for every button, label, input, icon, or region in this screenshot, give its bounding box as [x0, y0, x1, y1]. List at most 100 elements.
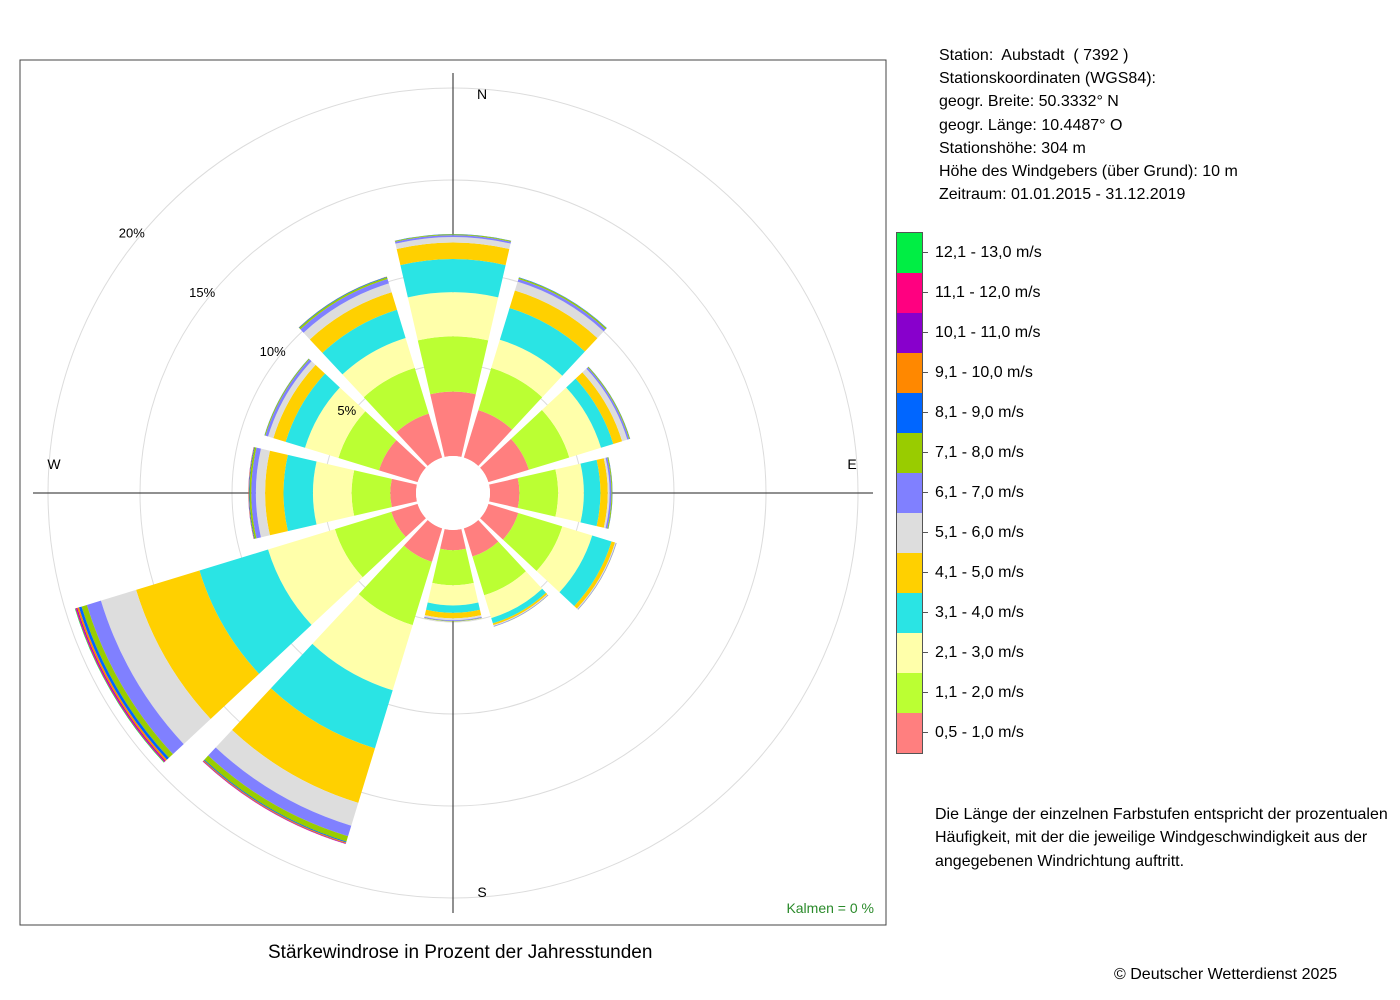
- sector-segment: [215, 729, 359, 826]
- sector-segment: [607, 457, 613, 529]
- sector-segment: [424, 615, 482, 621]
- sector-segment: [440, 529, 466, 551]
- sector-segment: [417, 336, 489, 395]
- legend-swatch: [897, 473, 922, 513]
- legend-tick: [922, 372, 928, 373]
- legend-tick: [922, 612, 928, 613]
- sector-segment: [536, 526, 593, 593]
- legend-swatch: [897, 593, 922, 633]
- sector-segment: [390, 478, 417, 508]
- copyright: © Deutscher Wetterdienst 2025: [1114, 966, 1338, 983]
- sector-segment: [248, 447, 255, 539]
- time-period: Zeitraum: 01.01.2015 - 31.12.2019: [939, 186, 1186, 204]
- radial-tick-label: 10%: [260, 344, 286, 359]
- legend-label: 2,1 - 3,0 m/s: [935, 644, 1024, 661]
- legend-label: 5,1 - 6,0 m/s: [935, 524, 1024, 541]
- direction-label-w: W: [47, 456, 61, 472]
- sector-segment: [300, 279, 389, 333]
- sector-segment: [136, 570, 260, 720]
- sector-segment: [608, 457, 613, 529]
- sector-segment: [463, 410, 513, 466]
- sector-segment: [285, 373, 340, 448]
- sector-segment: [472, 541, 526, 596]
- legend-swatch: [897, 273, 922, 313]
- legend-tick: [922, 692, 928, 693]
- sector-segment: [424, 609, 482, 619]
- sector-segment: [582, 368, 628, 442]
- legend-swatch: [897, 313, 922, 353]
- legend-swatch: [897, 353, 922, 393]
- legend-tick: [922, 332, 928, 333]
- sector-segment: [248, 447, 255, 539]
- sector-segment: [334, 511, 406, 578]
- station-latitude: geogr. Breite: 50.3332° N: [939, 93, 1119, 111]
- sector-segment: [270, 643, 393, 749]
- radial-tick-label: 5%: [337, 403, 356, 418]
- sector-segment: [541, 387, 601, 458]
- sector-segment: [305, 387, 366, 458]
- sector-segment: [363, 367, 429, 433]
- legend-swatch: [897, 553, 922, 593]
- explanation-note: Die Länge der einzelnen Farbstufen entsp…: [935, 806, 1388, 870]
- station-longitude: geogr. Länge: 10.4487° O: [939, 116, 1123, 134]
- legend-swatch: [897, 433, 922, 473]
- legend-swatch: [897, 233, 922, 273]
- sector-segment: [400, 259, 506, 298]
- sector-segment: [265, 359, 312, 437]
- sector-segment: [86, 600, 184, 755]
- sector-segment: [517, 469, 559, 517]
- sector-segment: [489, 478, 520, 508]
- legend-tick: [922, 252, 928, 253]
- legend-tick: [922, 572, 928, 573]
- chart-caption: Stärkewindrose in Prozent der Jahresstun…: [268, 942, 653, 963]
- sector-segment: [432, 548, 474, 586]
- legend-label: 9,1 - 10,0 m/s: [935, 364, 1033, 381]
- sector-segment: [566, 378, 614, 448]
- sector-segment: [378, 440, 426, 483]
- sector-segment: [403, 520, 443, 562]
- sector-segment: [268, 529, 363, 625]
- sector-segment: [208, 747, 352, 837]
- sector-segment: [283, 454, 317, 532]
- sector-segment: [574, 541, 616, 609]
- sector-segment: [358, 545, 432, 626]
- sector-segment: [303, 283, 392, 340]
- sector-segment: [309, 292, 397, 353]
- sector-segment: [499, 308, 585, 376]
- legend-label: 10,1 - 11,0 m/s: [935, 324, 1041, 341]
- legend-tick: [922, 652, 928, 653]
- sector-segment: [396, 413, 443, 466]
- sector-segment: [427, 582, 479, 606]
- sector-segment: [396, 242, 510, 266]
- sector-segment: [100, 589, 211, 745]
- sector-segment: [480, 438, 529, 483]
- legend-tick: [922, 292, 928, 293]
- sector-segment: [232, 688, 375, 803]
- sector-segment: [273, 364, 326, 442]
- sector-segment: [407, 292, 499, 341]
- sector-segment: [426, 602, 480, 613]
- sector-segment: [199, 549, 312, 674]
- sector-segment: [580, 459, 601, 527]
- sector-segment: [322, 309, 406, 375]
- legend-label: 12,1 - 13,0 m/s: [935, 244, 1042, 261]
- sector-segment: [251, 447, 261, 539]
- sector-segment: [484, 571, 543, 619]
- station-coords-heading: Stationskoordinaten (WGS84):: [939, 70, 1156, 88]
- sector-segment: [312, 461, 355, 525]
- sector-segment: [394, 234, 512, 241]
- legend-tick: [922, 732, 928, 733]
- sector-segment: [342, 337, 415, 398]
- sector-segment: [463, 520, 499, 557]
- wind-sectors: [74, 234, 631, 845]
- calm-circle: [416, 456, 490, 530]
- sector-segment: [605, 457, 612, 529]
- sector-segment: [603, 457, 610, 529]
- direction-label-e: E: [847, 456, 856, 472]
- sector-segment: [492, 592, 548, 626]
- sector-segment: [480, 503, 519, 540]
- legend-label: 1,1 - 2,0 m/s: [935, 684, 1024, 701]
- sector-segment: [517, 279, 606, 332]
- sector-segment: [596, 458, 608, 528]
- sector-segment: [268, 361, 316, 439]
